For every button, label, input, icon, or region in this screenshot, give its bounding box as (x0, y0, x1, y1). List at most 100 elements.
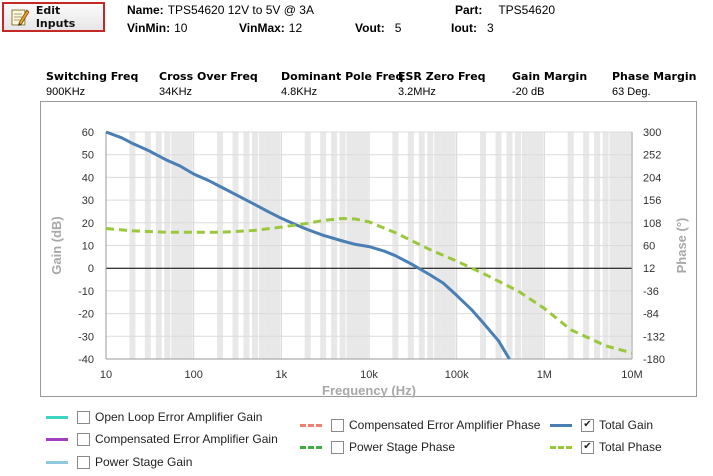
part-label: Part: (455, 3, 483, 17)
legend-label: Open Loop Error Amplifier Gain (95, 410, 263, 424)
iout-field: Iout: 3 (451, 21, 494, 35)
legend-swatch (300, 445, 322, 449)
y2-tick-label: 12 (643, 263, 655, 275)
y-tick-label: 0 (88, 263, 94, 275)
metric-label: ESR Zero Freq (398, 70, 486, 83)
metric-value: 63 Deg. (612, 86, 651, 98)
legend-swatch (550, 423, 572, 427)
metric-dominant-pole-freq: Dominant Pole Freq 4.8KHz (281, 70, 403, 98)
vout-value: 5 (394, 21, 402, 35)
legend-label: Power Stage Gain (95, 455, 193, 469)
y2-tick-label: 204 (643, 172, 661, 184)
bode-plot-svg: 6050403020100-10-20-30-40300252204156108… (49, 127, 689, 398)
metric-esr-zero-freq: ESR Zero Freq 3.2MHz (398, 70, 486, 98)
y2-tick-label: -132 (643, 331, 665, 343)
metric-label: Dominant Pole Freq (281, 70, 404, 83)
metric-gain-margin: Gain Margin -20 dB (512, 70, 587, 98)
bode-plot: 60 50 40 30 20 10 0 -10 -20 -30 -40 300 252 204 156 108… (40, 101, 697, 398)
metric-label: Switching Freq (46, 70, 139, 83)
legend-swatch (46, 437, 68, 441)
y2-tick-label: -180 (643, 354, 665, 366)
edit-inputs-button[interactable]: Edit Inputs (2, 2, 105, 32)
part-field: Part: TPS54620 (455, 3, 555, 17)
legend-item-compensated-error-amplifier-gain[interactable]: Compensated Error Amplifier Gain (46, 432, 278, 446)
series-total-phase (105, 217, 633, 355)
name-value: TPS54620 12V to 5V @ 3A (167, 3, 314, 17)
legend-label: Compensated Error Amplifier Gain (95, 432, 278, 446)
legend-checkbox[interactable] (77, 410, 90, 424)
iout-value: 3 (487, 21, 494, 35)
y-tick-label: -20 (78, 309, 94, 321)
x-tick-label: 10M (621, 369, 642, 381)
y-tick-label: -10 (78, 286, 94, 298)
metric-cross-over-freq: Cross Over Freq 34KHz (159, 70, 258, 98)
y-tick-label: 10 (82, 241, 94, 253)
x-tick-label: 10 (100, 369, 112, 381)
y-tick-label: -30 (78, 331, 94, 343)
x-tick-label: 100 (184, 369, 202, 381)
legend-item-total-phase[interactable]: ✔ Total Phase (550, 440, 662, 454)
name-label: Name: (127, 3, 164, 17)
y2-tick-label: 156 (643, 195, 661, 207)
metric-switching-freq: Switching Freq 900KHz (46, 70, 138, 98)
x-tick-label: 1k (276, 369, 288, 381)
metric-value: -20 dB (512, 86, 545, 98)
vinmin-label: VinMin: (127, 21, 171, 35)
x-tick-label: 100k (445, 369, 469, 381)
legend-swatch (46, 415, 68, 419)
y-tick-label: 20 (82, 218, 94, 230)
vinmin-field: VinMin: 10 (127, 21, 187, 35)
vinmax-value: 12 (288, 21, 303, 35)
series-total-gain (105, 130, 511, 360)
vout-label: Vout: (355, 21, 385, 35)
y-tick-label: 50 (82, 150, 94, 162)
design-name-field: Name: TPS54620 12V to 5V @ 3A (127, 3, 314, 17)
x-tick-label: 10k (360, 369, 378, 381)
legend-item-open-loop-error-amplifier-gain[interactable]: Open Loop Error Amplifier Gain (46, 410, 262, 424)
legend-label: Total Phase (599, 440, 662, 454)
legend-checkbox[interactable] (77, 455, 90, 469)
metric-value: 34KHz (159, 86, 193, 98)
y-tick-label: 60 (82, 127, 94, 139)
legend-checkbox[interactable] (77, 432, 90, 446)
metric-label: Gain Margin (512, 70, 588, 83)
iout-label: Iout: (451, 21, 477, 35)
legend-label: Total Gain (599, 418, 654, 432)
vinmax-label: VinMax: (239, 21, 285, 35)
y2-tick-label: 60 (643, 241, 655, 253)
y2-tick-label: 108 (643, 218, 661, 230)
legend-checkbox-checked[interactable]: ✔ (581, 418, 594, 432)
x-axis-title: Frequency (Hz) (322, 383, 416, 398)
metric-phase-margin: Phase Margin 63 Deg. (612, 70, 696, 98)
y2-tick-label: 300 (643, 127, 661, 139)
metric-label: Phase Margin (612, 70, 697, 83)
legend-swatch (46, 460, 68, 464)
legend-checkbox-checked[interactable]: ✔ (581, 440, 594, 454)
part-value: TPS54620 (498, 3, 556, 17)
y-tick-label: 30 (82, 195, 94, 207)
legend-swatch (550, 445, 572, 449)
y2-tick-label: -84 (643, 309, 659, 321)
edit-inputs-label: Edit Inputs (35, 4, 76, 30)
vinmax-field: VinMax: 12 (239, 21, 302, 35)
legend-item-power-stage-phase[interactable]: Power Stage Phase (300, 440, 455, 454)
legend-item-total-gain[interactable]: ✔ Total Gain (550, 418, 653, 432)
legend-label: Power Stage Phase (349, 440, 456, 454)
legend-item-compensated-error-amplifier-phase[interactable]: Compensated Error Amplifier Phase (300, 418, 540, 432)
y2-axis-title: Phase (°) (674, 218, 689, 274)
metric-label: Cross Over Freq (159, 70, 258, 83)
legend-label: Compensated Error Amplifier Phase (349, 418, 541, 432)
y-tick-label: 40 (82, 172, 94, 184)
legend-swatch (300, 423, 322, 427)
y-tick-label: -40 (78, 354, 94, 366)
y2-tick-label: -36 (643, 286, 659, 298)
vinmin-value: 10 (174, 21, 188, 35)
x-tick-label: 1M (537, 369, 552, 381)
legend-item-power-stage-gain[interactable]: Power Stage Gain (46, 455, 192, 469)
legend-checkbox[interactable] (331, 440, 344, 454)
legend-checkbox[interactable] (331, 418, 344, 432)
metric-value: 900KHz (46, 86, 86, 98)
y-axis-title: Gain (dB) (49, 216, 64, 275)
y2-tick-label: 252 (643, 150, 661, 162)
pencil-icon (11, 9, 30, 26)
